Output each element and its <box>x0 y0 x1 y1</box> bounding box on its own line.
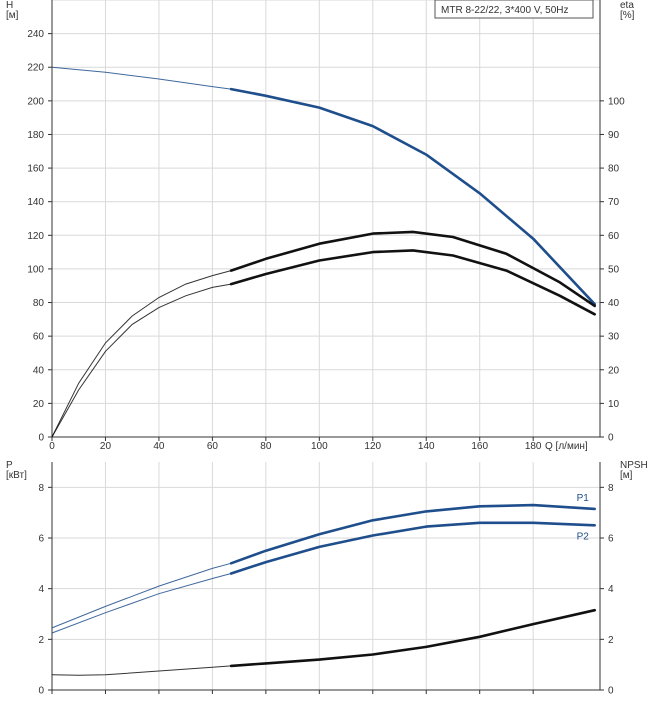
y-right-tick-label: 0 <box>608 433 614 444</box>
y-right-tick-label: 80 <box>608 164 620 175</box>
y-left-tick-label: 8 <box>38 483 44 494</box>
y-right-tick-label: 40 <box>608 298 620 309</box>
y-left-tick-label: 80 <box>33 298 45 309</box>
y-right-tick-label: 0 <box>608 686 614 697</box>
y-right-axis-title: [м] <box>620 470 633 481</box>
y-right-tick-label: 70 <box>608 197 620 208</box>
x-tick-label: 120 <box>364 441 381 452</box>
y-left-tick-label: 60 <box>33 332 45 343</box>
y-right-tick-label: 6 <box>608 534 614 545</box>
y-left-tick-label: 240 <box>27 29 44 40</box>
x-tick-label: 80 <box>260 441 272 452</box>
series-p2-thin <box>51 573 232 634</box>
y-right-tick-label: 30 <box>608 332 620 343</box>
series-curve-1-thin <box>51 270 232 438</box>
y-right-tick-label: 100 <box>608 96 625 107</box>
series-p1-thin <box>51 562 232 629</box>
y-left-tick-label: 140 <box>27 197 44 208</box>
x-tick-label: 180 <box>525 441 542 452</box>
y-right-tick-label: 8 <box>608 483 614 494</box>
y-left-tick-label: 100 <box>27 264 44 275</box>
y-left-axis-title: [м] <box>6 10 19 21</box>
y-left-axis-title: [кВт] <box>6 470 27 481</box>
y-right-tick-label: 60 <box>608 231 620 242</box>
series-label-p2: P2 <box>577 531 590 542</box>
y-left-tick-label: 0 <box>38 433 44 444</box>
series-curve-2-line <box>229 608 596 668</box>
series-p2-line <box>229 521 596 575</box>
series-curve-0-thin <box>51 66 232 90</box>
series-curve-2-thin <box>51 283 232 438</box>
x-tick-label: 140 <box>418 441 435 452</box>
y-left-axis-title: P <box>6 460 13 471</box>
y-left-tick-label: 180 <box>27 130 44 141</box>
panel-1 <box>48 0 604 441</box>
panel-2: P1 P2 <box>48 462 604 694</box>
y-right-tick-label: 4 <box>608 584 614 595</box>
legend-box <box>434 0 594 19</box>
y-left-tick-label: 6 <box>38 534 44 545</box>
x-tick-label: 40 <box>153 441 165 452</box>
x-tick-label: 20 <box>100 441 112 452</box>
y-right-tick-label: 50 <box>608 264 620 275</box>
y-left-tick-label: 160 <box>27 164 44 175</box>
y-right-tick-label: 2 <box>608 635 614 646</box>
x-tick-label: 100 <box>311 441 328 452</box>
x-tick-label: 160 <box>471 441 488 452</box>
series-curve-2-line <box>229 249 596 316</box>
y-left-axis-title: H <box>6 0 13 11</box>
legend-box-text: MTR 8-22/22, 3*400 V, 50Hz <box>441 5 568 16</box>
x-axis-title: Q [л/мин] <box>545 441 588 452</box>
series-curve-0-line <box>229 87 596 306</box>
y-right-tick-label: 20 <box>608 365 620 376</box>
y-right-axis-title: eta <box>620 0 634 11</box>
y-left-tick-label: 220 <box>27 63 44 74</box>
series-label-p1: P1 <box>577 493 590 504</box>
y-right-tick-label: 90 <box>608 130 620 141</box>
y-left-tick-label: 40 <box>33 365 45 376</box>
x-tick-label: 0 <box>49 441 55 452</box>
y-left-tick-label: 0 <box>38 686 44 697</box>
series-p1-line <box>229 503 596 565</box>
y-right-axis-title: [%] <box>620 10 635 21</box>
y-left-tick-label: 2 <box>38 635 44 646</box>
series-curve-1-line <box>229 230 596 308</box>
x-tick-label: 60 <box>207 441 219 452</box>
y-left-tick-label: 20 <box>33 399 45 410</box>
series-curve-2-thin <box>51 665 232 676</box>
y-right-axis-title: NPSH <box>620 460 648 471</box>
y-right-tick-label: 10 <box>608 399 620 410</box>
y-left-tick-label: 4 <box>38 584 44 595</box>
y-left-tick-label: 200 <box>27 96 44 107</box>
y-left-tick-label: 120 <box>27 231 44 242</box>
